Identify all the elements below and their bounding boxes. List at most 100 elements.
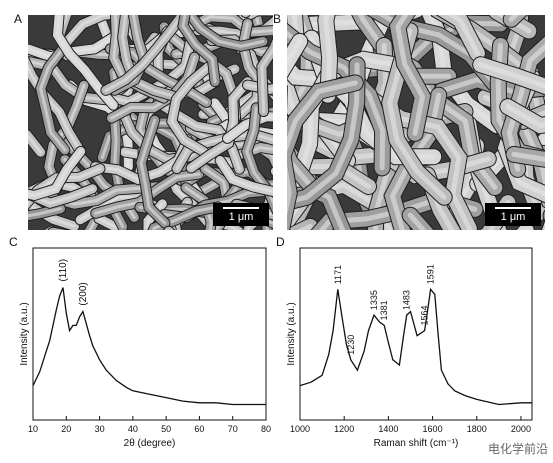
spectrum-line <box>299 287 532 406</box>
fiber-highlight <box>170 65 210 154</box>
fiber-highlight <box>424 172 455 230</box>
x-tick-label: 1600 <box>423 424 443 434</box>
fiber-highlight <box>146 202 164 230</box>
panel-label: A <box>14 12 22 26</box>
x-axis-label: 2θ (degree) <box>124 438 176 449</box>
fiber <box>10 0 89 6</box>
peak-label: 1483 <box>402 290 412 310</box>
fiber <box>124 0 302 4</box>
peak-label: 1171 <box>333 265 343 284</box>
fiber-highlight <box>28 200 76 228</box>
fiber-highlight <box>395 15 426 136</box>
x-tick-label: 1200 <box>334 424 354 434</box>
y-axis-label: Intensity (a.u.) <box>286 302 297 365</box>
fiber-highlight <box>505 104 545 129</box>
y-axis-label: Intensity (a.u.) <box>19 302 30 365</box>
fiber-highlight <box>0 71 15 98</box>
fiber-highlight <box>323 15 333 98</box>
fiber-shadow <box>28 62 29 65</box>
fiber-highlight <box>53 232 158 261</box>
x-tick-label: 1800 <box>467 424 487 434</box>
fiber-highlight <box>181 15 217 84</box>
x-axis-label: Raman shift (cm⁻¹) <box>374 438 459 449</box>
fiber-highlight <box>195 0 239 3</box>
x-tick-label: 30 <box>95 424 105 434</box>
panel-label: D <box>276 235 285 249</box>
panel-label: B <box>273 12 281 26</box>
fiber-highlight <box>0 0 69 6</box>
x-tick-label: 1400 <box>378 424 398 434</box>
fiber-highlight <box>180 236 286 262</box>
spectrum-line <box>32 287 266 406</box>
fiber-highlight <box>184 186 213 230</box>
fiber-highlight <box>287 170 346 230</box>
peak-annotation: (110) <box>58 259 69 282</box>
fiber <box>448 202 465 230</box>
x-tick-label: 50 <box>161 424 171 434</box>
fiber-highlight <box>168 0 246 13</box>
fiber-shadow <box>10 0 89 6</box>
fiber-highlight <box>28 167 102 205</box>
fiber-highlight <box>478 62 545 89</box>
fiber-highlight <box>105 42 192 104</box>
fiber-shadow <box>0 0 69 6</box>
fiber-shadow <box>0 71 15 98</box>
fiber-highlight <box>287 62 360 205</box>
fiber-highlight <box>287 80 358 216</box>
fiber <box>195 0 239 3</box>
fiber-shadow <box>163 225 176 230</box>
x-tick-label: 60 <box>194 424 204 434</box>
fiber-shadow <box>47 226 72 230</box>
fiber-highlight <box>28 207 62 218</box>
fiber-highlight <box>104 15 185 92</box>
fiber <box>241 15 250 18</box>
fiber-highlight <box>28 149 83 198</box>
scale-bar-label: 1 μm <box>501 211 526 223</box>
fiber <box>0 71 15 98</box>
fiber-shadow <box>153 243 200 339</box>
fiber <box>180 236 286 262</box>
fiber-shadow <box>124 0 302 4</box>
peak-label: 1335 <box>369 290 379 310</box>
x-tick-label: 10 <box>28 424 38 434</box>
fiber-shadow <box>447 201 466 230</box>
x-tick-label: 2000 <box>511 424 531 434</box>
fiber-highlight <box>139 118 167 225</box>
fiber-highlight <box>218 159 273 194</box>
fiber-highlight <box>453 207 460 230</box>
peak-label: 1564 <box>420 306 430 326</box>
fiber-highlight <box>260 46 273 114</box>
fiber-shadow <box>180 236 286 262</box>
fiber <box>0 0 21 66</box>
fiber-highlight <box>167 229 170 230</box>
fiber <box>0 62 23 116</box>
peak-label: 1591 <box>426 264 436 284</box>
fiber <box>164 226 174 230</box>
fiber-highlight <box>153 243 200 339</box>
x-tick-label: 70 <box>228 424 238 434</box>
fiber <box>153 243 200 339</box>
fiber-highlight <box>55 15 115 107</box>
fiber-highlight <box>0 0 21 66</box>
peak-label: 1230 <box>346 335 356 355</box>
fiber-highlight <box>188 15 265 48</box>
x-tick-label: 40 <box>128 424 138 434</box>
fiber-highlight <box>113 15 146 92</box>
fiber-highlight <box>0 62 23 116</box>
x-tick-label: 1000 <box>290 424 310 434</box>
plot-frame <box>32 247 267 421</box>
fiber-highlight <box>447 15 480 56</box>
x-tick-label: 80 <box>261 424 271 434</box>
fiber-highlight <box>121 110 210 161</box>
fiber-highlight <box>237 145 273 157</box>
panel-label: C <box>9 235 18 249</box>
x-tick-label: 20 <box>61 424 71 434</box>
fiber-highlight <box>28 64 83 154</box>
sem-image <box>124 0 545 230</box>
fiber-highlight <box>124 0 302 4</box>
fiber-shadow <box>0 0 21 66</box>
scale-bar-label: 1 μm <box>229 211 254 223</box>
fiber-highlight <box>226 115 273 140</box>
fiber-highlight <box>10 0 89 6</box>
